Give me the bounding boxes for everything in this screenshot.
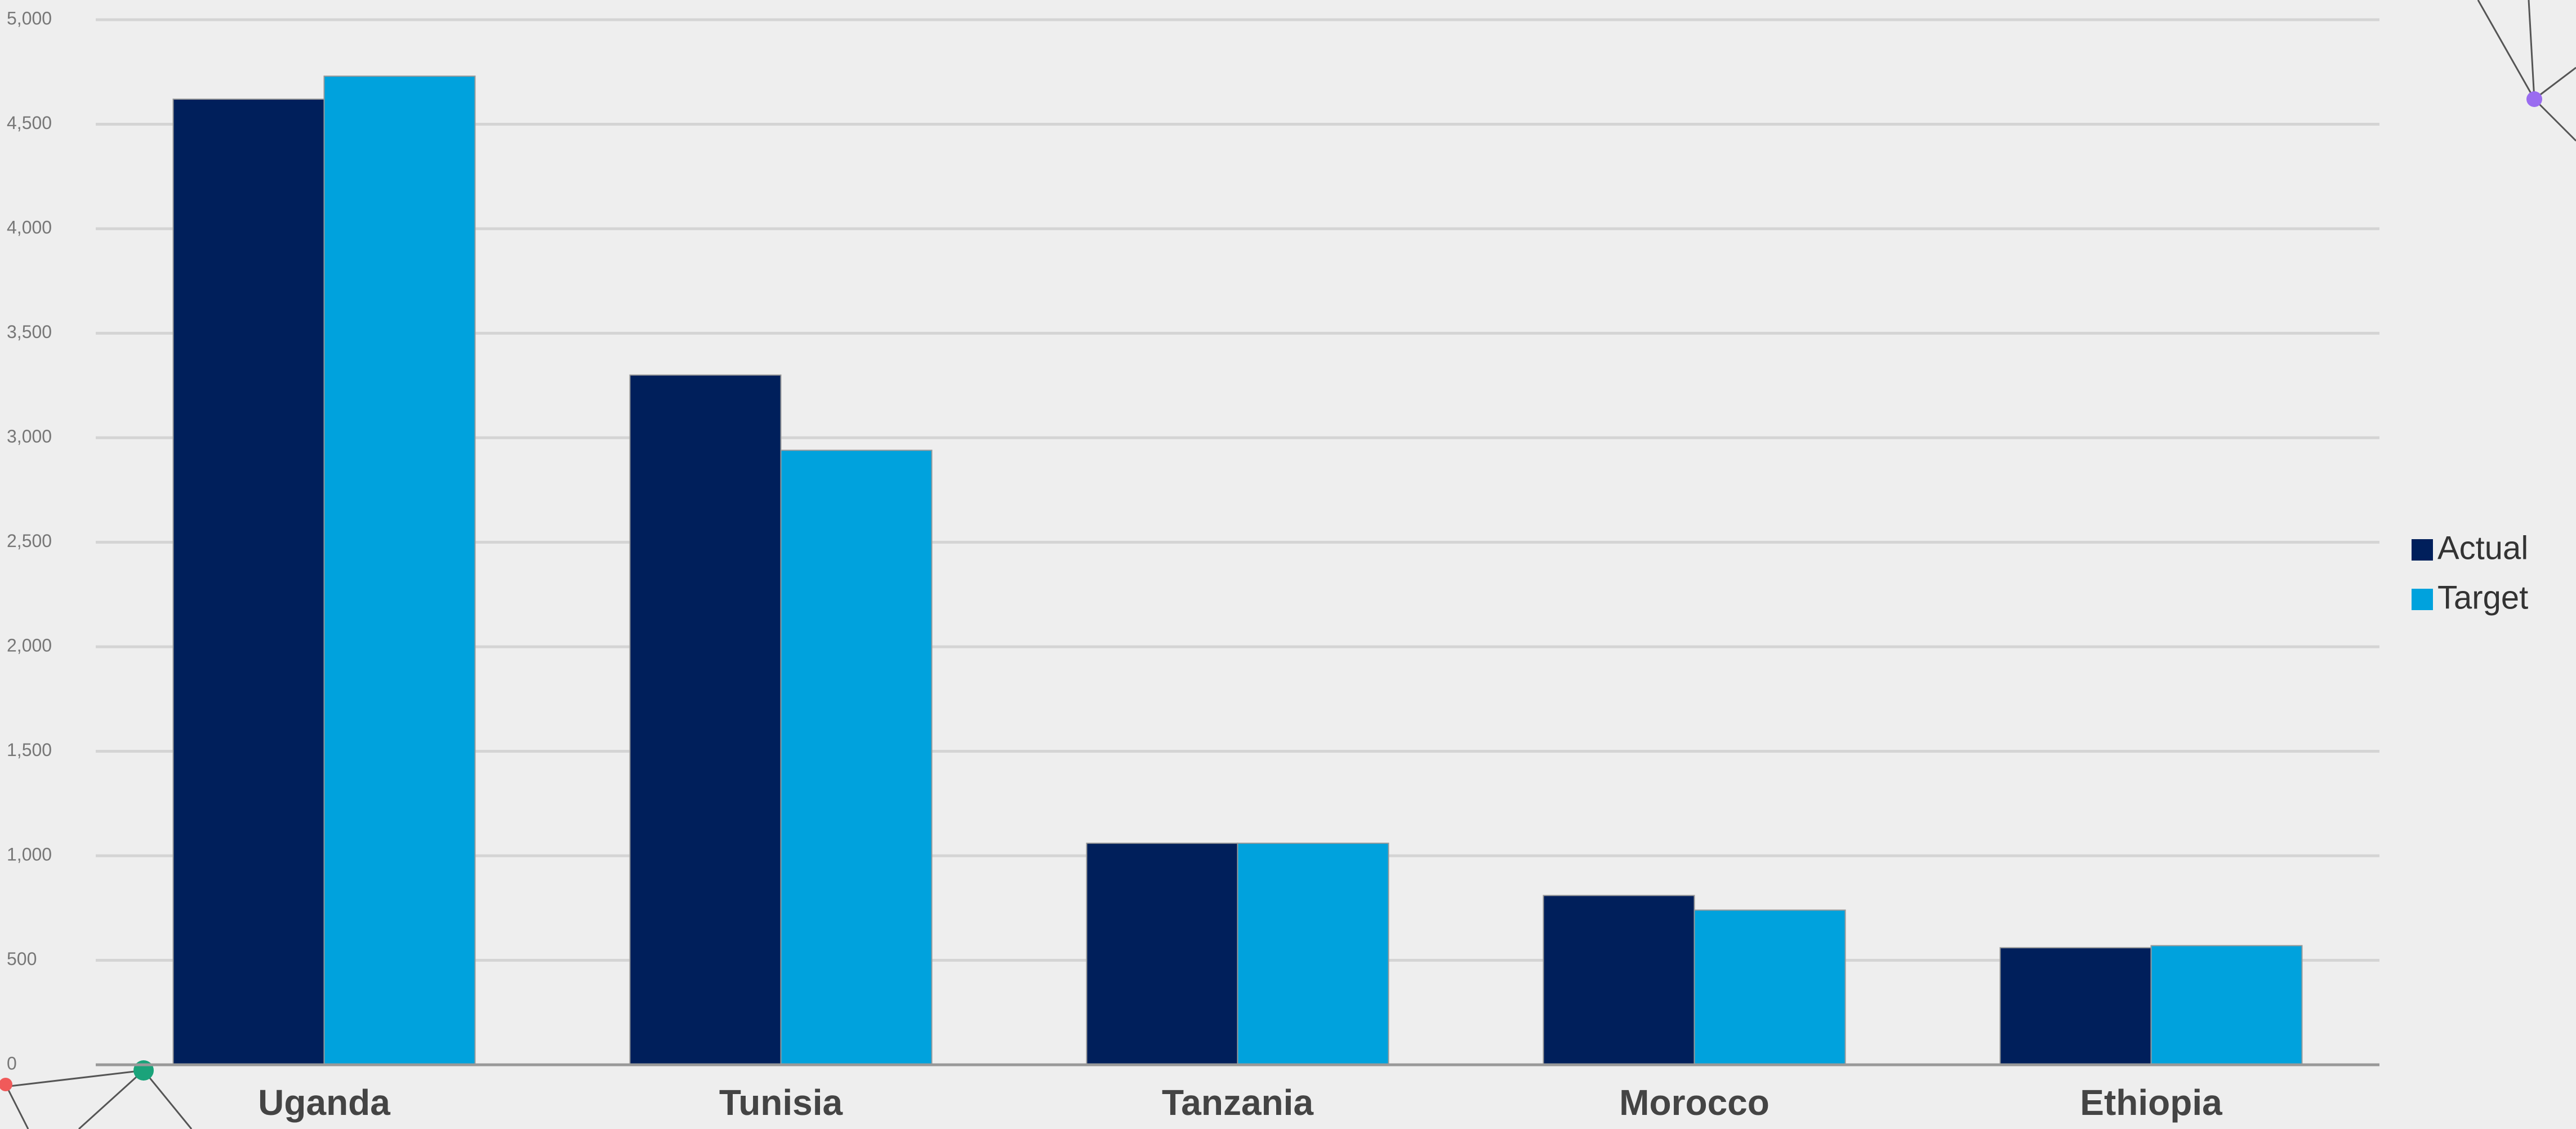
y-tick-label: 2,500 xyxy=(7,531,52,551)
x-tick-label: Tanzania xyxy=(1162,1082,1314,1123)
y-tick-label: 4,000 xyxy=(7,217,52,237)
y-tick-label: 1,500 xyxy=(7,740,52,760)
y-tick-label: 3,000 xyxy=(7,426,52,446)
legend-label: Actual xyxy=(2437,530,2528,566)
x-tick-label: Tunisia xyxy=(719,1082,843,1123)
bar xyxy=(1543,895,1695,1065)
y-tick-label: 2,000 xyxy=(7,635,52,655)
bar xyxy=(780,450,933,1065)
y-tick-label: 1,000 xyxy=(7,844,52,864)
bar xyxy=(1237,842,1389,1065)
y-tick-label: 500 xyxy=(7,949,37,969)
bar xyxy=(1693,909,1846,1065)
legend-label: Target xyxy=(2437,579,2528,616)
y-tick-label: 5,000 xyxy=(7,8,52,28)
decoration-node xyxy=(133,1060,154,1081)
bar xyxy=(629,374,782,1066)
bar xyxy=(2150,945,2303,1066)
bar xyxy=(1999,947,2152,1065)
y-tick-label: 0 xyxy=(7,1053,17,1073)
legend-swatch xyxy=(2412,539,2433,561)
decoration-node xyxy=(0,1078,12,1091)
bar xyxy=(323,75,476,1065)
legend-swatch xyxy=(2412,589,2433,610)
bar xyxy=(1086,842,1238,1065)
x-tick-label: Morocco xyxy=(1619,1082,1770,1123)
decoration-node xyxy=(2526,91,2542,107)
bar xyxy=(172,98,325,1066)
x-tick-label: Uganda xyxy=(258,1082,390,1123)
y-tick-label: 4,500 xyxy=(7,113,52,133)
y-tick-label: 3,500 xyxy=(7,322,52,342)
x-tick-label: Ethiopia xyxy=(2080,1082,2222,1123)
